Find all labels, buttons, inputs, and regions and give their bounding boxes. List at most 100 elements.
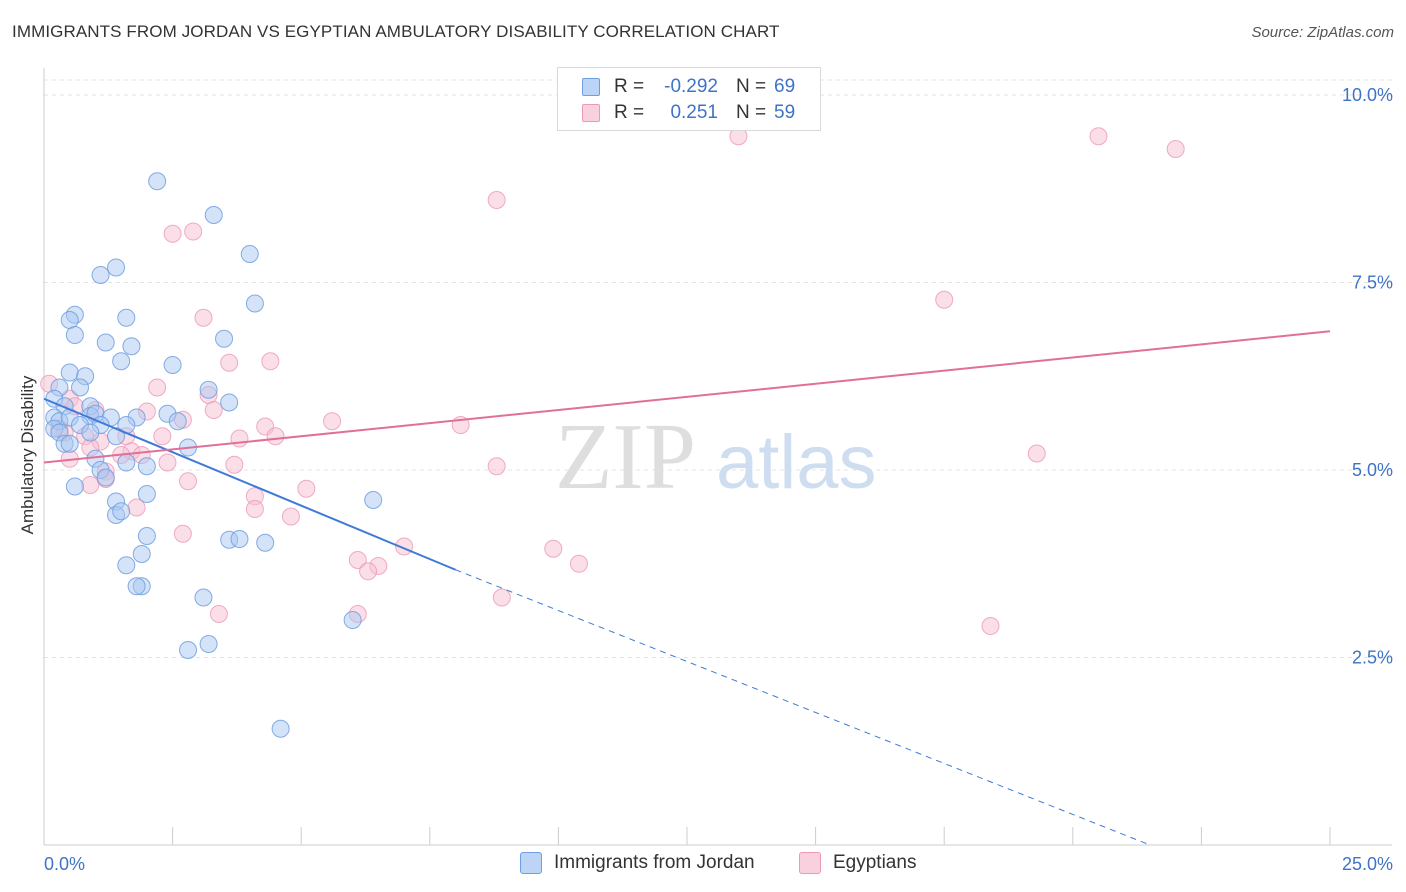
- source-credit: Source: ZipAtlas.com: [1251, 24, 1394, 41]
- egyptians-point: [173, 524, 192, 543]
- jordan-point: [204, 206, 223, 224]
- jordan-point: [65, 477, 84, 496]
- egyptians-point: [348, 551, 367, 569]
- legend-r-value: -0.292: [664, 76, 718, 97]
- egyptians-point: [148, 378, 167, 397]
- legend-n-value: 69: [774, 76, 796, 97]
- jordan-point: [230, 530, 249, 548]
- egyptians-point: [204, 401, 223, 419]
- jordan-points: [45, 172, 383, 738]
- jordan-point: [343, 611, 362, 629]
- egyptians-point: [297, 479, 316, 498]
- watermark: ZIP atlas: [555, 405, 877, 509]
- jordan-point: [137, 527, 156, 545]
- legend-swatch-blue: [520, 852, 542, 874]
- jordan-point: [199, 635, 218, 653]
- egyptians-point: [179, 472, 198, 491]
- egyptians-point: [209, 605, 228, 623]
- jordan-point: [122, 337, 141, 356]
- jordan-point: [148, 172, 167, 191]
- egyptians-point: [163, 224, 182, 243]
- legend-r-value: 0.251: [670, 102, 718, 123]
- jordan-point: [132, 545, 151, 563]
- egyptians-point: [158, 453, 177, 472]
- legend-swatch-blue: [582, 78, 600, 96]
- jordan-point: [96, 468, 115, 487]
- egyptians-point: [220, 353, 239, 372]
- jordan-point: [168, 412, 187, 431]
- jordan-point: [137, 485, 156, 503]
- legend-swatch-pink: [582, 104, 600, 122]
- jordan-point: [60, 311, 79, 329]
- egyptians-point: [323, 412, 342, 431]
- jordan-point: [194, 588, 213, 607]
- jordan-point: [245, 294, 264, 313]
- jordan-point: [112, 502, 131, 521]
- legend-n-label: N =: [736, 102, 767, 123]
- legend-item-egyptians[interactable]: Egyptians: [799, 852, 916, 874]
- jordan-point: [199, 380, 218, 399]
- egyptians-point: [261, 352, 280, 371]
- egyptians-point: [359, 562, 378, 581]
- legend-n-value: 59: [774, 102, 796, 123]
- jordan-point: [163, 356, 182, 374]
- y-tick-label: 10.0%: [1342, 85, 1393, 105]
- jordan-point: [96, 333, 115, 352]
- y-tick-label: 7.5%: [1352, 273, 1393, 293]
- grid-lines: [44, 79, 1392, 658]
- egyptians-point: [544, 539, 563, 558]
- x-tick-label: 25.0%: [1342, 854, 1393, 874]
- jordan-point: [127, 577, 146, 596]
- legend-label-jordan: Immigrants from Jordan: [554, 852, 755, 873]
- legend-label-egyptians: Egyptians: [833, 852, 917, 873]
- jordan-point: [91, 266, 110, 284]
- egyptians-point: [230, 429, 249, 448]
- jordan-point: [60, 363, 79, 382]
- egyptians-point: [194, 308, 213, 327]
- watermark-atlas: atlas: [716, 420, 877, 505]
- jordan-point: [364, 491, 383, 509]
- egyptians-point: [81, 476, 100, 494]
- jordan-point: [112, 352, 131, 371]
- stats-legend: R = -0.292 N = 69 R = 0.251 N = 59: [557, 67, 821, 131]
- jordan-point: [179, 641, 198, 659]
- jordan-point: [220, 393, 239, 412]
- jordan-point: [71, 378, 90, 397]
- egyptians-trend-line: [43, 330, 1331, 464]
- x-tick-label: 0.0%: [44, 854, 85, 874]
- egyptians-points: [40, 127, 1185, 635]
- jordan-point: [107, 258, 126, 277]
- egyptians-point: [153, 427, 172, 446]
- egyptians-point: [935, 290, 954, 309]
- watermark-zip: ZIP: [555, 405, 696, 509]
- jordan-point: [271, 719, 290, 738]
- jordan-point: [81, 423, 100, 442]
- egyptians-point: [1027, 444, 1046, 463]
- jordan-point: [117, 556, 136, 575]
- jordan-trend-extension: [455, 569, 1151, 846]
- legend-r-label: R =: [614, 102, 645, 123]
- egyptians-point: [569, 554, 588, 573]
- y-axis-label: Ambulatory Disability: [18, 375, 37, 535]
- legend-row-egyptians: R = 0.251 N = 59: [582, 102, 795, 124]
- y-tick-label: 5.0%: [1352, 460, 1393, 480]
- jordan-point: [256, 533, 275, 552]
- egyptians-point: [225, 455, 244, 474]
- tick-labels: 2.5% 5.0% 7.5% 10.0% 0.0% 25.0%: [44, 85, 1393, 874]
- egyptians-point: [266, 427, 285, 446]
- egyptians-point: [184, 222, 203, 241]
- axes: [43, 68, 1392, 846]
- jordan-point: [215, 329, 234, 348]
- jordan-point: [137, 457, 156, 476]
- legend-row-jordan: R = -0.292 N = 69: [582, 76, 795, 98]
- egyptians-point: [981, 617, 1000, 635]
- jordan-trend-line: [43, 397, 456, 571]
- egyptians-point: [1166, 140, 1185, 158]
- legend-item-jordan[interactable]: Immigrants from Jordan: [520, 852, 755, 874]
- egyptians-point: [245, 500, 264, 518]
- egyptians-point: [492, 588, 511, 607]
- legend-swatch-pink: [799, 852, 821, 874]
- jordan-point: [60, 434, 79, 453]
- jordan-point: [117, 308, 136, 327]
